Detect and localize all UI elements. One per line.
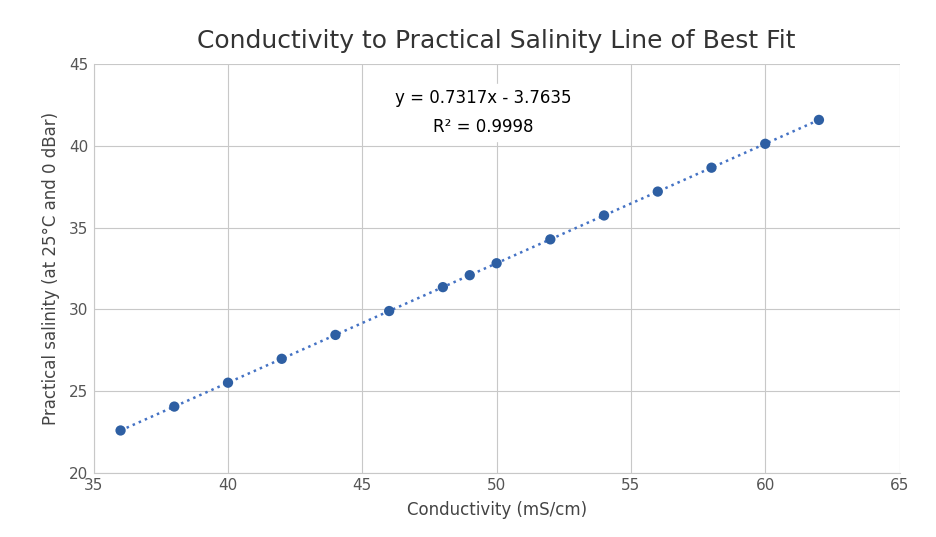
Point xyxy=(381,307,396,315)
Text: y = 0.7317x - 3.7635
R² = 0.9998: y = 0.7317x - 3.7635 R² = 0.9998 xyxy=(394,89,571,136)
Point xyxy=(435,283,450,292)
Point xyxy=(489,259,504,267)
Point xyxy=(757,140,772,148)
Point xyxy=(703,163,718,172)
Point xyxy=(274,354,289,363)
Point xyxy=(596,211,611,220)
Point xyxy=(113,426,128,435)
Title: Conductivity to Practical Salinity Line of Best Fit: Conductivity to Practical Salinity Line … xyxy=(197,29,795,53)
Point xyxy=(461,271,476,279)
Point xyxy=(650,187,665,196)
Y-axis label: Practical salinity (at 25°C and 0 dBar): Practical salinity (at 25°C and 0 dBar) xyxy=(42,112,60,425)
Point xyxy=(167,402,182,411)
X-axis label: Conductivity (mS/cm): Conductivity (mS/cm) xyxy=(406,502,586,519)
Point xyxy=(542,235,557,244)
Point xyxy=(220,379,235,387)
Point xyxy=(328,331,343,339)
Point xyxy=(811,115,826,124)
